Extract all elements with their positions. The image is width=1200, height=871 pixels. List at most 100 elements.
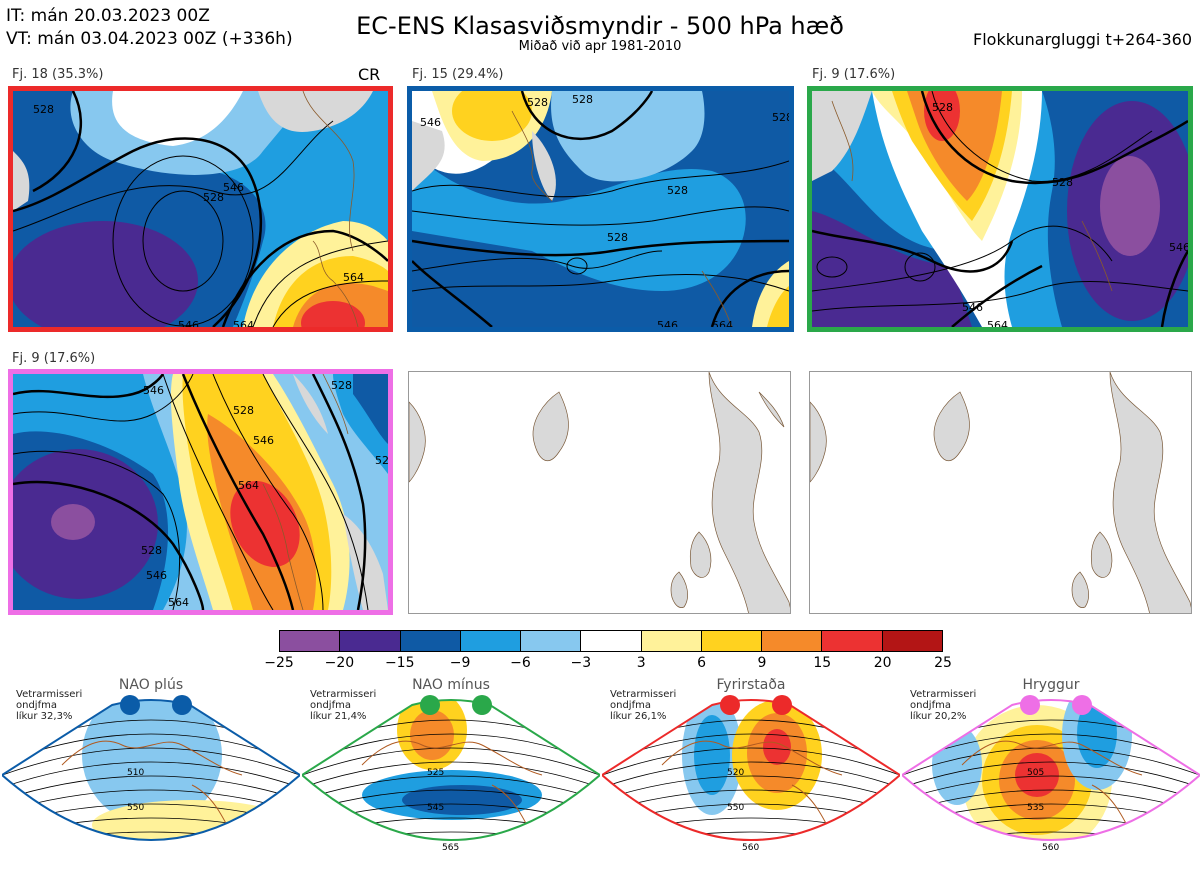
regime-contour-label: 560 (742, 843, 759, 853)
contour-label: 528 (667, 184, 688, 197)
colorbar-tick-label: −15 (384, 655, 415, 671)
regime-contour-label: 560 (1042, 843, 1059, 853)
regime-map: 520 550 560 (602, 699, 900, 853)
colorbar-swatch (400, 631, 461, 651)
regime-note: Vetrarmisseri ondjfma líkur 32,3% (16, 689, 82, 722)
contour-label: 546 (657, 319, 678, 327)
colorbar-swatch (460, 631, 522, 651)
contour-label: 546 (420, 116, 441, 129)
regime-title: Hryggur (1022, 677, 1080, 693)
regime-marker-dot (1072, 695, 1092, 715)
colorbar-tick-label: −9 (449, 655, 471, 671)
panel-4-label: Fj. 9 (17.6%) (12, 351, 96, 366)
cluster-map-2: 546 528 528 528 528 528 546 564 (412, 91, 789, 327)
contour-label: 528 (607, 231, 628, 244)
colorbar-tick-label: −3 (570, 655, 592, 671)
colorbar-tick-label: 6 (697, 655, 706, 671)
cluster-map-4: 546 528 546 564 528 546 564 528 528 (13, 374, 388, 610)
contour-label: 528 (1052, 176, 1073, 189)
regime-note-line: Vetrarmisseri (310, 689, 377, 700)
cluster-map-1: 528 546 528 564 546 564 (13, 91, 388, 327)
regime-note-line: líkur 26,1% (610, 711, 667, 722)
contour-label: 564 (712, 319, 733, 327)
regime-contour-label: 525 (427, 768, 444, 778)
colorbar-tick-label: −6 (510, 655, 531, 671)
regime-contour-label: 550 (127, 803, 144, 813)
colorbar-swatch (521, 631, 582, 651)
regime-note-line: Vetrarmisseri (610, 689, 677, 700)
regime-panel[interactable]: NAO plús Vetrarmisseri ondjfma líkur 32,3% 5… (2, 675, 300, 871)
contour-label: 546 (962, 301, 983, 314)
contour-label: 528 (772, 111, 789, 124)
regime-marker-dot (1020, 695, 1040, 715)
contour-label: 528 (233, 404, 254, 417)
contour-label: 564 (343, 271, 364, 284)
regime-panel[interactable]: Hryggur Vetrarmisseri ondjfma líkur 20,2% 50… (902, 675, 1200, 871)
contour-label: 528 (331, 379, 352, 392)
issue-time: IT: mán 20.03.2023 00Z (6, 6, 210, 26)
colorbar-swatch (701, 631, 763, 651)
contour-label: 564 (238, 479, 259, 492)
regime-contour-label: 535 (1027, 803, 1044, 813)
contour-label: 528 (375, 454, 388, 467)
regime-note-line: líkur 32,3% (16, 711, 73, 722)
contour-label: 546 (223, 181, 244, 194)
regime-note-line: ondjfma (310, 700, 351, 711)
regime-marker-dot (420, 695, 440, 715)
contour-label: 528 (203, 191, 224, 204)
contour-label: 546 (146, 569, 167, 582)
contour-label: 528 (527, 96, 548, 109)
panel-1-label: Fj. 18 (35.3%) (12, 67, 104, 82)
contour-label: 528 (33, 103, 54, 116)
regime-contour-label: 520 (727, 768, 744, 778)
colorbar-tick-label: 15 (813, 655, 832, 671)
colorbar-swatch (762, 631, 823, 651)
colorbar-tick-label: −25 (264, 655, 294, 671)
regime-title: Fyrirstaða (716, 677, 786, 693)
window-label: Flokkunargluggi t+264-360 (973, 30, 1192, 49)
regime-contour-label: 550 (727, 803, 744, 813)
contour-label: 546 (1169, 241, 1188, 254)
colorbar-tick-label: 9 (757, 655, 767, 671)
colorbar-tick-label: 20 (873, 655, 892, 671)
cluster-panel-1[interactable]: 528 546 528 564 546 564 (8, 86, 393, 332)
cluster-panel-2[interactable]: 546 528 528 528 528 528 546 564 (407, 86, 794, 332)
regime-map: 525 545 565 (302, 699, 600, 853)
colorbar-swatch (822, 631, 883, 651)
colorbar-swatch (882, 631, 942, 651)
valid-time: VT: mán 03.04.2023 00Z (+336h) (6, 29, 293, 49)
contour-label: 564 (233, 319, 254, 327)
regime-panel[interactable]: Fyrirstaða Vetrarmisseri ondjfma líkur 26,1… (602, 675, 900, 871)
colorbar-tick-label: −20 (324, 655, 355, 671)
cluster-panel-4[interactable]: 546 528 546 564 528 546 564 528 528 (8, 369, 393, 615)
contour-label: 564 (987, 319, 1008, 327)
regime-note-line: Vetrarmisseri (910, 689, 977, 700)
regime-marker-dot (120, 695, 140, 715)
page-title: EC-ENS Klasasviðsmyndir - 500 hPa hæð (356, 12, 844, 40)
regime-note: Vetrarmisseri ondjfma líkur 21,4% (310, 689, 376, 722)
colorbar-swatch (340, 631, 401, 651)
regime-marker-dot (720, 695, 740, 715)
regime-note-line: ondjfma (610, 700, 651, 711)
contour-label: 564 (168, 596, 189, 609)
regime-marker-dot (772, 695, 792, 715)
regime-note-line: líkur 21,4% (310, 711, 367, 722)
regime-panel[interactable]: NAO mínus Vetrarmisseri ondjfma líkur 21,4%… (302, 675, 600, 871)
contour-label: 546 (178, 319, 199, 327)
regime-note: Vetrarmisseri ondjfma líkur 26,1% (610, 689, 676, 722)
cluster-panel-3[interactable]: 528 528 546 546 564 (807, 86, 1193, 332)
panel-3-label: Fj. 9 (17.6%) (812, 67, 896, 82)
colorbar-swatch (581, 631, 642, 651)
colorbar-tick-label: 25 (934, 655, 952, 671)
regime-map: 505 535 560 (902, 699, 1200, 853)
panel-2-label: Fj. 15 (29.4%) (412, 67, 504, 82)
regime-marker-dot (172, 695, 192, 715)
panel-1-tag: CR (358, 65, 381, 84)
colorbar-tick-label: 3 (636, 655, 646, 671)
page-subtitle: Miðað við apr 1981-2010 (518, 39, 682, 54)
contour-label: 528 (141, 544, 162, 557)
regime-contour-label: 565 (442, 843, 459, 853)
cluster-map-3: 528 528 546 546 564 (812, 91, 1188, 327)
regime-note-line: ondjfma (910, 700, 951, 711)
regime-note-line: ondjfma (16, 700, 57, 711)
